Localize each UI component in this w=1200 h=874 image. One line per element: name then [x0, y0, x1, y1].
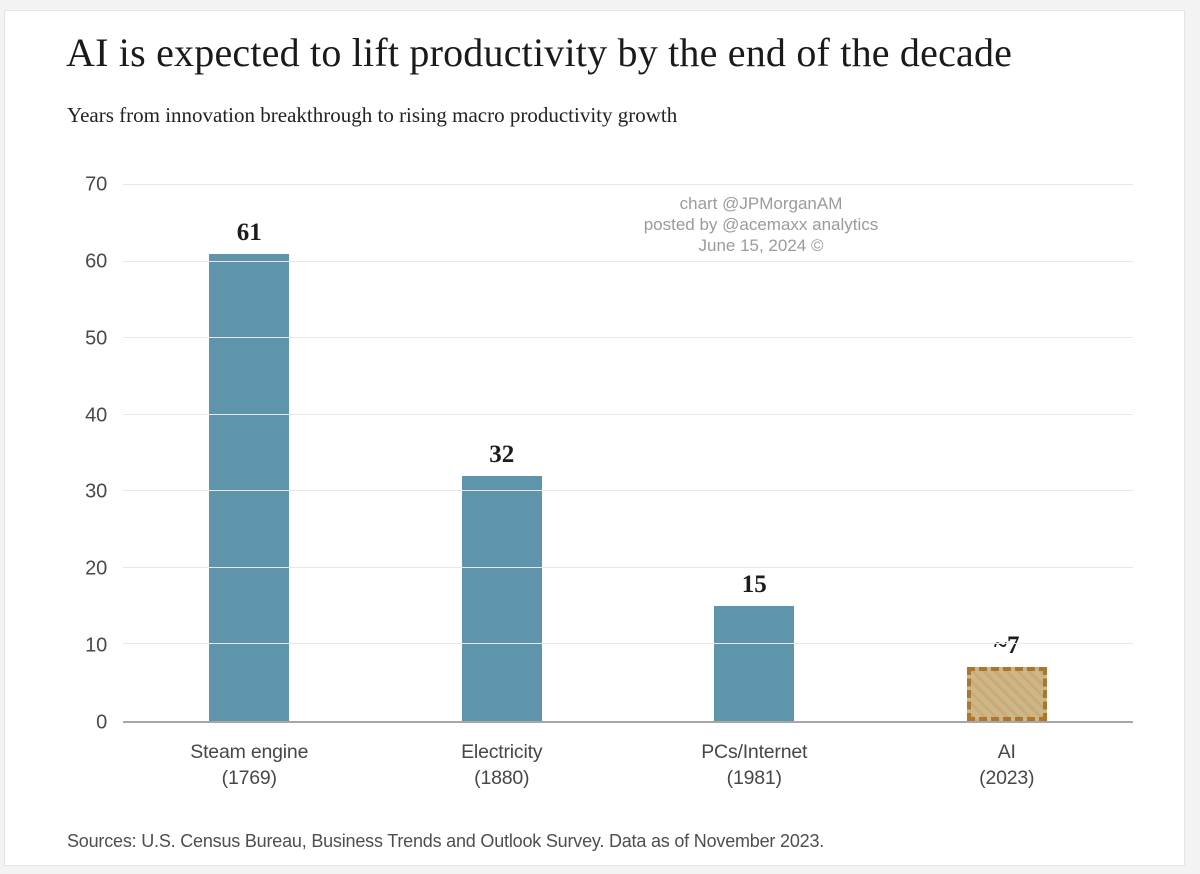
- x-label-electricity: Electricity (1880): [376, 739, 629, 791]
- x-label-ai: AI (2023): [881, 739, 1134, 791]
- x-label-name-pcs-internet: PCs/Internet: [701, 741, 808, 763]
- gridline-20: [123, 566, 1133, 568]
- x-label-year-electricity: (1880): [474, 767, 530, 789]
- gridline-70: [123, 184, 1133, 185]
- gridline-50: [123, 337, 1133, 339]
- chart-card: AI is expected to lift productivity by t…: [4, 10, 1185, 866]
- y-tick-30: 30: [85, 480, 107, 503]
- gridline-30: [123, 490, 1133, 492]
- y-tick-10: 10: [85, 634, 107, 657]
- y-tick-60: 60: [85, 250, 107, 273]
- bar-value-steam-engine: 61: [236, 218, 262, 246]
- watermark-line-1: chart @JPMorganAM: [679, 194, 843, 213]
- bar-slot-pcs-internet: 15: [628, 185, 881, 721]
- bar-value-pcs-internet: 15: [741, 571, 767, 599]
- bar-steam-engine: [209, 253, 290, 721]
- bar-value-ai: ~7: [993, 632, 1020, 660]
- bars-row: 61 32 15 ~7: [123, 185, 1133, 721]
- source-note: Sources: U.S. Census Bureau, Business Tr…: [67, 831, 825, 851]
- x-label-year-pcs-internet: (1981): [726, 767, 782, 789]
- gridline-60: [123, 260, 1133, 262]
- bar-slot-electricity: 32: [376, 185, 629, 721]
- chart-title: AI is expected to lift productivity by t…: [66, 30, 1013, 75]
- y-axis-labels: 0 10 20 30 40 50 60 70: [33, 174, 107, 734]
- chart-subtitle: Years from innovation breakthrough to ri…: [67, 103, 678, 127]
- gridline-10: [123, 643, 1133, 645]
- y-tick-50: 50: [85, 327, 107, 350]
- bar-slot-ai: ~7: [881, 185, 1134, 721]
- bar-pcs-internet: [714, 606, 795, 721]
- y-tick-70: 70: [85, 173, 107, 196]
- x-label-pcs-internet: PCs/Internet (1981): [628, 739, 881, 791]
- watermark-line-2: posted by @acemaxx analytics: [643, 215, 879, 234]
- watermark-line-3: June 15, 2024 ©: [698, 236, 824, 255]
- x-label-name-steam-engine: Steam engine: [190, 741, 309, 763]
- x-label-steam-engine: Steam engine (1769): [123, 739, 376, 791]
- gridline-40: [123, 413, 1133, 415]
- watermark: chart @JPMorganAM posted by @acemaxx ana…: [411, 193, 1111, 256]
- x-label-year-ai: (2023): [979, 767, 1035, 789]
- y-tick-0: 0: [96, 711, 107, 734]
- bar-value-electricity: 32: [489, 440, 515, 468]
- plot-area: 61 32 15 ~7: [123, 184, 1133, 723]
- x-axis-labels: Steam engine (1769) Electricity (1880) PCs/I…: [123, 739, 1133, 791]
- x-label-name-ai: AI: [997, 741, 1016, 763]
- y-tick-40: 40: [85, 404, 107, 427]
- y-tick-20: 20: [85, 557, 107, 580]
- x-label-year-steam-engine: (1769): [221, 767, 277, 789]
- bar-electricity: [461, 475, 542, 721]
- bar-slot-steam-engine: 61: [123, 185, 376, 721]
- bar-ai: [966, 667, 1047, 721]
- x-label-name-electricity: Electricity: [461, 741, 543, 763]
